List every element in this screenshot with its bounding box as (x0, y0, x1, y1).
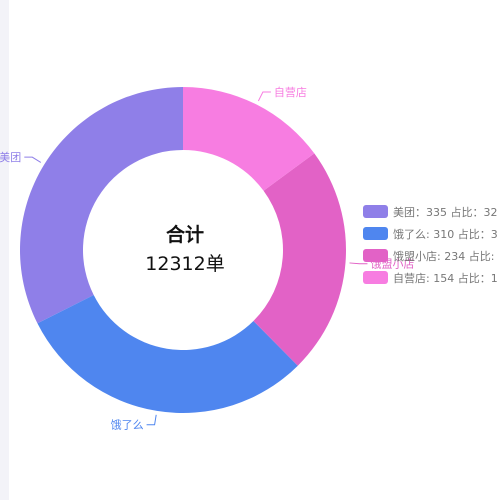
label-leader-line (257, 91, 271, 102)
legend-label: 美团：335 占比：32 (393, 205, 498, 219)
label-leader-line (24, 156, 42, 163)
legend-item-meituan[interactable]: 美团：335 占比：32 (363, 205, 500, 219)
chart-center-total: 12312单 (145, 253, 225, 275)
slice-label-own-store: 自营店 (274, 85, 307, 99)
legend-label: 饿了么: 310 占比：3 (393, 227, 498, 241)
legend-swatch (363, 205, 388, 218)
donut-slice-eleme[interactable] (37, 295, 298, 413)
chart-center-title: 合计 (165, 224, 204, 246)
legend-swatch (363, 227, 388, 240)
donut-slice-meituan[interactable] (19, 87, 183, 324)
slice-label-eleme: 饿了么 (111, 418, 144, 432)
legend-swatch (363, 271, 388, 284)
legend-label: 饿盟小店: 234 占比: (393, 249, 495, 263)
legend-item-own-store[interactable]: 自营店: 154 占比：1 (363, 271, 500, 285)
label-leader-line (146, 414, 157, 426)
legend-item-eleme[interactable]: 饿了么: 310 占比：3 (363, 227, 500, 241)
donut-slice-league-store[interactable] (253, 153, 347, 366)
legend-swatch (363, 249, 388, 262)
label-leader-line (349, 262, 368, 265)
legend-label: 自营店: 154 占比：1 (393, 271, 498, 285)
donut-slice-own-store[interactable] (183, 87, 315, 191)
slice-label-meituan: 美团 (0, 151, 21, 164)
chart-legend: 美团：335 占比：32 饿了么: 310 占比：3 饿盟小店: 234 占比:… (363, 205, 500, 293)
left-panel-strip (0, 0, 9, 500)
legend-item-league-store[interactable]: 饿盟小店: 234 占比: (363, 249, 500, 263)
